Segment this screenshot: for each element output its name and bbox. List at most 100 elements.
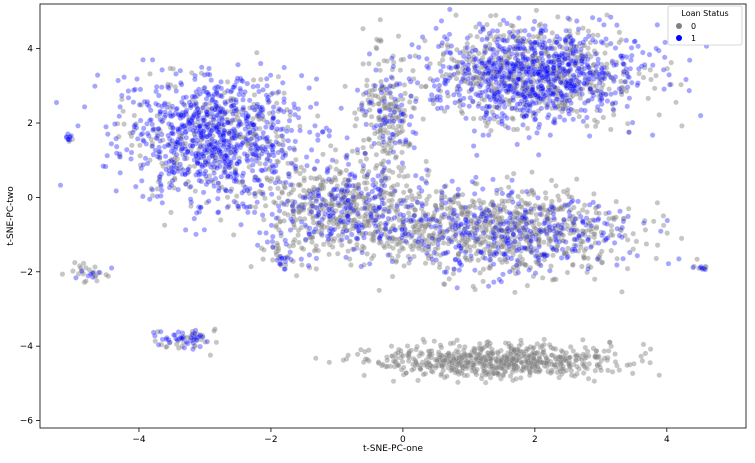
data-point-status-0 <box>575 30 581 36</box>
data-point-status-0 <box>186 117 192 124</box>
data-point-status-1 <box>132 122 138 128</box>
data-point-status-0 <box>401 173 407 180</box>
data-point-status-1 <box>312 123 318 129</box>
data-point-status-1 <box>564 98 570 104</box>
data-point-status-1 <box>443 269 449 275</box>
data-point-status-1 <box>516 15 522 21</box>
data-point-status-0 <box>403 183 410 189</box>
data-point-status-1 <box>177 112 184 119</box>
data-point-status-0 <box>521 85 527 91</box>
data-point-status-1 <box>474 152 480 159</box>
data-point-status-0 <box>542 48 549 55</box>
data-point-status-0 <box>562 97 569 103</box>
data-point-status-0 <box>413 346 419 353</box>
data-point-status-0 <box>182 143 188 150</box>
data-point-status-0 <box>360 137 367 143</box>
data-point-status-0 <box>309 239 315 245</box>
data-point-status-0 <box>363 186 369 192</box>
data-point-status-0 <box>275 245 282 252</box>
data-point-status-1 <box>489 218 496 225</box>
data-point-status-0 <box>299 262 305 268</box>
data-point-status-1 <box>196 112 202 119</box>
data-point-status-1 <box>204 139 211 145</box>
data-point-status-0 <box>585 51 591 57</box>
data-point-status-0 <box>168 106 174 112</box>
data-point-status-0 <box>234 132 241 138</box>
data-point-status-0 <box>619 289 625 295</box>
data-point-status-1 <box>624 84 631 90</box>
data-point-status-0 <box>138 102 144 108</box>
data-point-status-0 <box>526 200 533 207</box>
data-point-status-1 <box>115 77 121 84</box>
data-point-status-0 <box>388 343 395 349</box>
data-point-status-0 <box>409 196 416 203</box>
data-point-status-0 <box>553 183 559 189</box>
data-point-status-0 <box>605 348 612 354</box>
data-point-status-0 <box>217 156 223 162</box>
data-point-status-0 <box>165 81 171 88</box>
data-point-status-1 <box>225 119 231 126</box>
data-point-status-1 <box>561 216 567 223</box>
data-point-status-0 <box>532 225 538 231</box>
data-point-status-1 <box>575 26 582 32</box>
data-point-status-1 <box>571 43 577 49</box>
data-point-status-1 <box>597 97 603 103</box>
data-point-status-1 <box>617 208 623 214</box>
data-point-status-1 <box>157 174 163 180</box>
data-point-status-0 <box>148 185 155 192</box>
data-point-status-1 <box>552 84 558 90</box>
data-point-status-1 <box>571 227 577 234</box>
data-point-status-1 <box>212 138 218 145</box>
data-point-status-0 <box>493 12 499 19</box>
data-point-status-0 <box>200 153 207 159</box>
data-point-status-0 <box>500 80 507 87</box>
data-point-status-0 <box>519 256 526 263</box>
data-point-status-0 <box>569 77 575 84</box>
data-point-status-0 <box>215 108 222 115</box>
data-point-status-1 <box>280 142 286 148</box>
data-point-status-0 <box>228 95 234 102</box>
data-point-status-1 <box>445 235 452 242</box>
data-point-status-0 <box>591 276 598 282</box>
data-point-status-0 <box>380 158 387 164</box>
data-point-status-0 <box>438 42 445 49</box>
data-point-status-0 <box>129 142 135 149</box>
data-point-status-1 <box>608 40 614 47</box>
data-point-status-0 <box>395 253 401 259</box>
data-point-status-1 <box>186 99 193 106</box>
data-point-status-1 <box>530 61 536 68</box>
data-point-status-0 <box>320 241 327 248</box>
data-point-status-0 <box>415 377 421 384</box>
data-point-status-0 <box>204 161 210 167</box>
data-point-status-0 <box>453 12 459 18</box>
data-point-status-0 <box>420 336 426 343</box>
data-point-status-1 <box>419 34 426 40</box>
data-point-status-1 <box>228 89 234 95</box>
data-point-status-1 <box>582 107 588 114</box>
data-point-status-1 <box>263 124 269 130</box>
data-point-status-0 <box>131 112 138 119</box>
data-point-status-1 <box>209 105 215 112</box>
data-point-status-1 <box>152 147 159 154</box>
data-point-status-1 <box>136 101 143 108</box>
data-point-status-0 <box>127 130 133 136</box>
data-point-status-1 <box>275 119 281 125</box>
data-point-status-0 <box>591 191 597 197</box>
data-point-status-0 <box>394 181 401 188</box>
data-point-status-0 <box>491 69 498 76</box>
data-point-status-0 <box>618 37 625 43</box>
data-point-status-0 <box>556 197 562 203</box>
data-point-status-1 <box>528 79 534 85</box>
data-point-status-0 <box>363 156 370 162</box>
data-point-status-0 <box>482 379 489 386</box>
data-point-status-1 <box>134 76 140 82</box>
data-point-status-0 <box>260 256 266 262</box>
data-point-status-0 <box>204 176 210 183</box>
data-point-status-0 <box>332 147 339 153</box>
data-point-status-1 <box>626 95 633 101</box>
data-point-status-1 <box>475 92 481 99</box>
data-point-status-0 <box>192 188 199 194</box>
data-point-status-1 <box>477 83 483 90</box>
data-point-status-1 <box>476 218 482 225</box>
data-point-status-1 <box>458 79 464 85</box>
